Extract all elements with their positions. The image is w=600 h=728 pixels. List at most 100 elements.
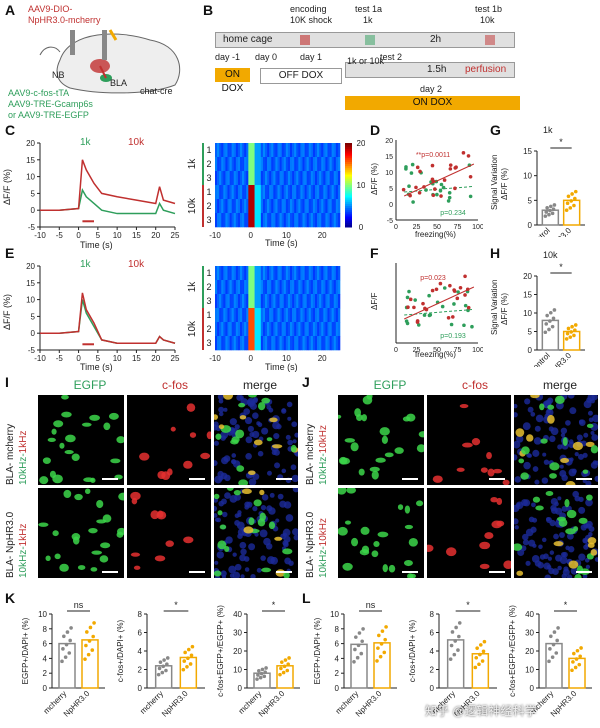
cell: [480, 467, 488, 473]
tick-label: -10: [34, 354, 46, 363]
data-point: [262, 674, 267, 679]
cell: [214, 505, 218, 512]
test1a-freq: 1k: [363, 15, 373, 25]
cell: [189, 432, 197, 438]
y-axis-label: ΔF/F (%): [2, 168, 12, 205]
heat-cell: [231, 322, 235, 337]
heat-cell: [304, 157, 307, 172]
heat-cell: [304, 171, 307, 186]
data-point: [416, 323, 421, 327]
cell: [471, 438, 481, 446]
panel-label-g: G: [490, 122, 501, 138]
heat-cell: [283, 213, 287, 228]
cell: [415, 500, 424, 507]
data-point: [570, 192, 574, 196]
cell: [527, 406, 534, 413]
data-point: [84, 643, 88, 648]
data-point: [573, 323, 578, 327]
colorbar-cell: [345, 145, 352, 148]
data-point: [548, 310, 553, 315]
tick-label: 5: [31, 312, 36, 321]
colorbar-cell: [345, 210, 352, 213]
cell: [218, 406, 225, 413]
cell: [53, 420, 64, 428]
cell: [249, 432, 255, 438]
cell: [591, 434, 598, 441]
heat-cell: [225, 213, 228, 228]
row-label-text: BLA- NpHR3.0: [5, 511, 16, 578]
heat-cell: [233, 157, 237, 172]
cell: [214, 414, 218, 420]
cell: [292, 439, 297, 444]
group-label: 1k: [187, 158, 198, 170]
panel-label-a: A: [5, 2, 16, 18]
heat-cell: [281, 266, 285, 281]
cell: [585, 441, 595, 447]
heat-cell: [290, 171, 293, 186]
heat-cell: [300, 294, 303, 309]
heat-cell: [306, 213, 310, 228]
cell: [514, 518, 519, 525]
cell: [523, 461, 531, 470]
cell: [521, 446, 530, 455]
heat-cell: [227, 280, 230, 295]
data-point: [413, 298, 417, 302]
heat-cell: [219, 199, 222, 214]
cell: [586, 423, 594, 428]
heat-cell: [329, 280, 332, 295]
heat-cell: [233, 322, 237, 337]
scale-bar: [189, 571, 205, 573]
heat-cell: [233, 213, 237, 228]
heat-cell: [287, 199, 291, 214]
cell: [408, 537, 418, 547]
cell: [266, 505, 273, 512]
cell: [39, 476, 49, 485]
heat-cell: [262, 336, 266, 351]
data-point: [457, 621, 462, 625]
heat-cell: [242, 336, 245, 351]
heat-cell: [223, 213, 226, 228]
cell: [407, 573, 414, 578]
heat-cell: [296, 336, 299, 351]
cell: [257, 402, 266, 411]
data-point: [378, 654, 383, 659]
row-label: 10kHz-10kHz: [318, 425, 329, 485]
col-title-cfos: c-fos: [161, 378, 188, 392]
data-point: [449, 322, 454, 327]
heat-cell: [329, 308, 332, 323]
chart-g-title: 1k: [543, 125, 553, 135]
heat-cell: [321, 185, 324, 200]
data-point: [353, 647, 357, 652]
heat-cell: [242, 185, 245, 200]
test1b-label: test 1b: [475, 4, 503, 14]
data-point: [383, 637, 387, 642]
heat-cell: [237, 171, 241, 186]
tick-label: 0: [394, 224, 398, 231]
cell: [533, 437, 542, 445]
category-label: control: [528, 226, 552, 237]
cell: [578, 517, 588, 524]
heat-cell: [287, 322, 291, 337]
heat-cell: [265, 213, 268, 228]
cell: [239, 554, 246, 562]
significance-label: *: [559, 137, 563, 147]
heat-cell: [250, 336, 253, 351]
cell: [274, 462, 281, 469]
group-label: 10k: [187, 320, 198, 337]
cell: [547, 404, 555, 410]
heat-cell: [337, 322, 341, 337]
heat-cell: [231, 336, 235, 351]
heat-cell: [287, 266, 291, 281]
cell: [243, 526, 254, 534]
cell: [569, 407, 577, 415]
heat-cell: [281, 280, 285, 295]
data-point: [547, 659, 551, 664]
micro-tile: [214, 395, 298, 485]
heat-cell: [235, 280, 239, 295]
cell: [274, 536, 283, 541]
cell: [275, 518, 280, 523]
cell: [582, 574, 588, 578]
heat-cell: [287, 308, 291, 323]
cell: [590, 461, 598, 469]
heat-cell: [273, 157, 276, 172]
